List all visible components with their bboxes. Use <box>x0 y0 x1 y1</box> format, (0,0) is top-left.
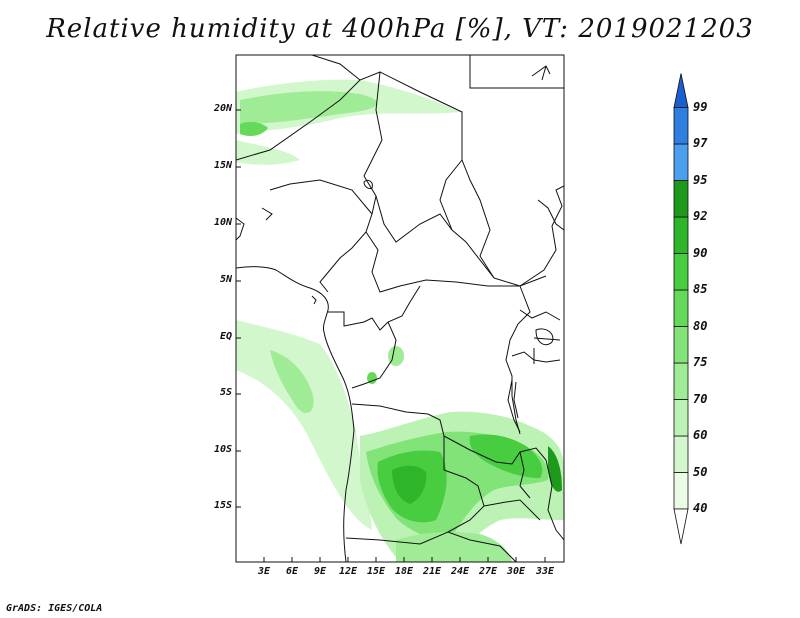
border-sudan-east <box>493 185 564 287</box>
map-boundaries <box>236 55 564 562</box>
lon-label: 27E <box>478 566 498 577</box>
humidity-spot-congo <box>388 346 404 366</box>
lon-label: 21E <box>422 566 442 577</box>
colorbar-label: 99 <box>693 99 708 114</box>
colorbar-label: 75 <box>693 355 708 369</box>
coast-lake-chad <box>363 179 373 189</box>
border-gabon <box>328 285 421 331</box>
coast-islands-west <box>236 207 273 241</box>
colorbar-top-arrow <box>673 73 689 108</box>
humidity-shading <box>236 79 564 562</box>
lon-label: 12E <box>338 566 358 577</box>
colorbar <box>673 73 689 545</box>
chart-title: Relative humidity at 400hPa [%], VT: 201… <box>46 14 754 44</box>
border-lakes <box>511 337 561 364</box>
border-drc-east <box>505 285 531 435</box>
lon-label: 24E <box>450 566 470 577</box>
lat-label: 15N <box>213 160 232 171</box>
credit-text: GrADS: IGES/COLA <box>6 603 103 614</box>
border-chad-sudan <box>461 159 495 279</box>
colorbar-label: 50 <box>693 464 708 479</box>
humidity-area-east-core <box>469 434 543 478</box>
border-cameroon-car <box>375 195 495 279</box>
lat-label: 10N <box>213 217 232 228</box>
humidity-area-south-peak <box>392 465 427 504</box>
red-sea-coast <box>531 65 551 81</box>
border-libya-egypt <box>469 55 564 89</box>
colorbar-segment <box>673 289 689 327</box>
lat-label: 5S <box>219 387 232 398</box>
colorbar-segment <box>673 472 689 510</box>
colorbar-segment <box>673 435 689 473</box>
lon-label: 33E <box>535 566 555 577</box>
colorbar-label: 90 <box>693 245 708 260</box>
border-zambia-south <box>483 451 541 521</box>
coast-island-1 <box>311 295 317 305</box>
lon-label: 6E <box>285 566 299 577</box>
lat-label: EQ <box>219 331 232 342</box>
colorbar-label: 92 <box>693 209 708 223</box>
border-angola-zambia <box>443 469 485 533</box>
lake-tanganyika <box>507 379 521 433</box>
colorbar-segment <box>673 143 689 181</box>
humidity-spot-gabon <box>367 372 377 384</box>
humidity-area-north-peak <box>240 121 268 136</box>
border-congo-drc <box>351 321 397 389</box>
lat-label: 5N <box>219 274 232 285</box>
border-niger-nigeria <box>269 179 373 215</box>
lat-label: 10S <box>213 444 232 455</box>
lon-label: 3E <box>257 566 271 577</box>
colorbar-label: 80 <box>693 318 708 333</box>
colorbar-label: 40 <box>693 501 708 515</box>
colorbar-segment <box>673 253 689 291</box>
colorbar-label: 60 <box>693 428 708 442</box>
humidity-area-north-tail <box>236 140 300 165</box>
colorbar-label: 70 <box>693 391 708 406</box>
lake-victoria <box>535 328 554 346</box>
lon-label: 9E <box>313 566 327 577</box>
coastline-west-africa <box>236 266 355 562</box>
humidity-area-bottom <box>396 532 512 562</box>
colorbar-segment <box>673 180 689 218</box>
border-car-congo <box>365 231 547 293</box>
border-zambia-drc <box>443 435 547 465</box>
colorbar-bottom-arrow <box>673 508 689 545</box>
border-north-2 <box>311 55 361 81</box>
humidity-area-coast-peak <box>548 446 562 492</box>
lat-label: 20N <box>213 103 232 114</box>
border-nigeria-cameroon <box>319 213 373 293</box>
colorbar-segment <box>673 216 689 254</box>
lat-label: 15S <box>213 500 232 511</box>
colorbar-label: 85 <box>693 282 708 296</box>
colorbar-segment <box>673 107 689 145</box>
border-horn <box>519 199 564 321</box>
border-mozambique <box>545 459 564 541</box>
border-namibia <box>345 531 517 562</box>
humidity-area-north-core <box>240 91 378 124</box>
colorbar-label: 95 <box>693 172 708 187</box>
humidity-area-atlantic <box>236 320 372 530</box>
humidity-area-atlantic-core <box>270 350 314 414</box>
axis-ticks <box>236 109 546 562</box>
lon-label: 18E <box>394 566 414 577</box>
colorbar-segment <box>673 326 689 364</box>
colorbar-label: 97 <box>693 136 708 150</box>
colorbar-segment <box>673 362 689 400</box>
map-frame <box>235 54 565 563</box>
lon-label: 15E <box>366 566 386 577</box>
lon-label: 30E <box>506 566 526 577</box>
colorbar-segment <box>673 399 689 437</box>
